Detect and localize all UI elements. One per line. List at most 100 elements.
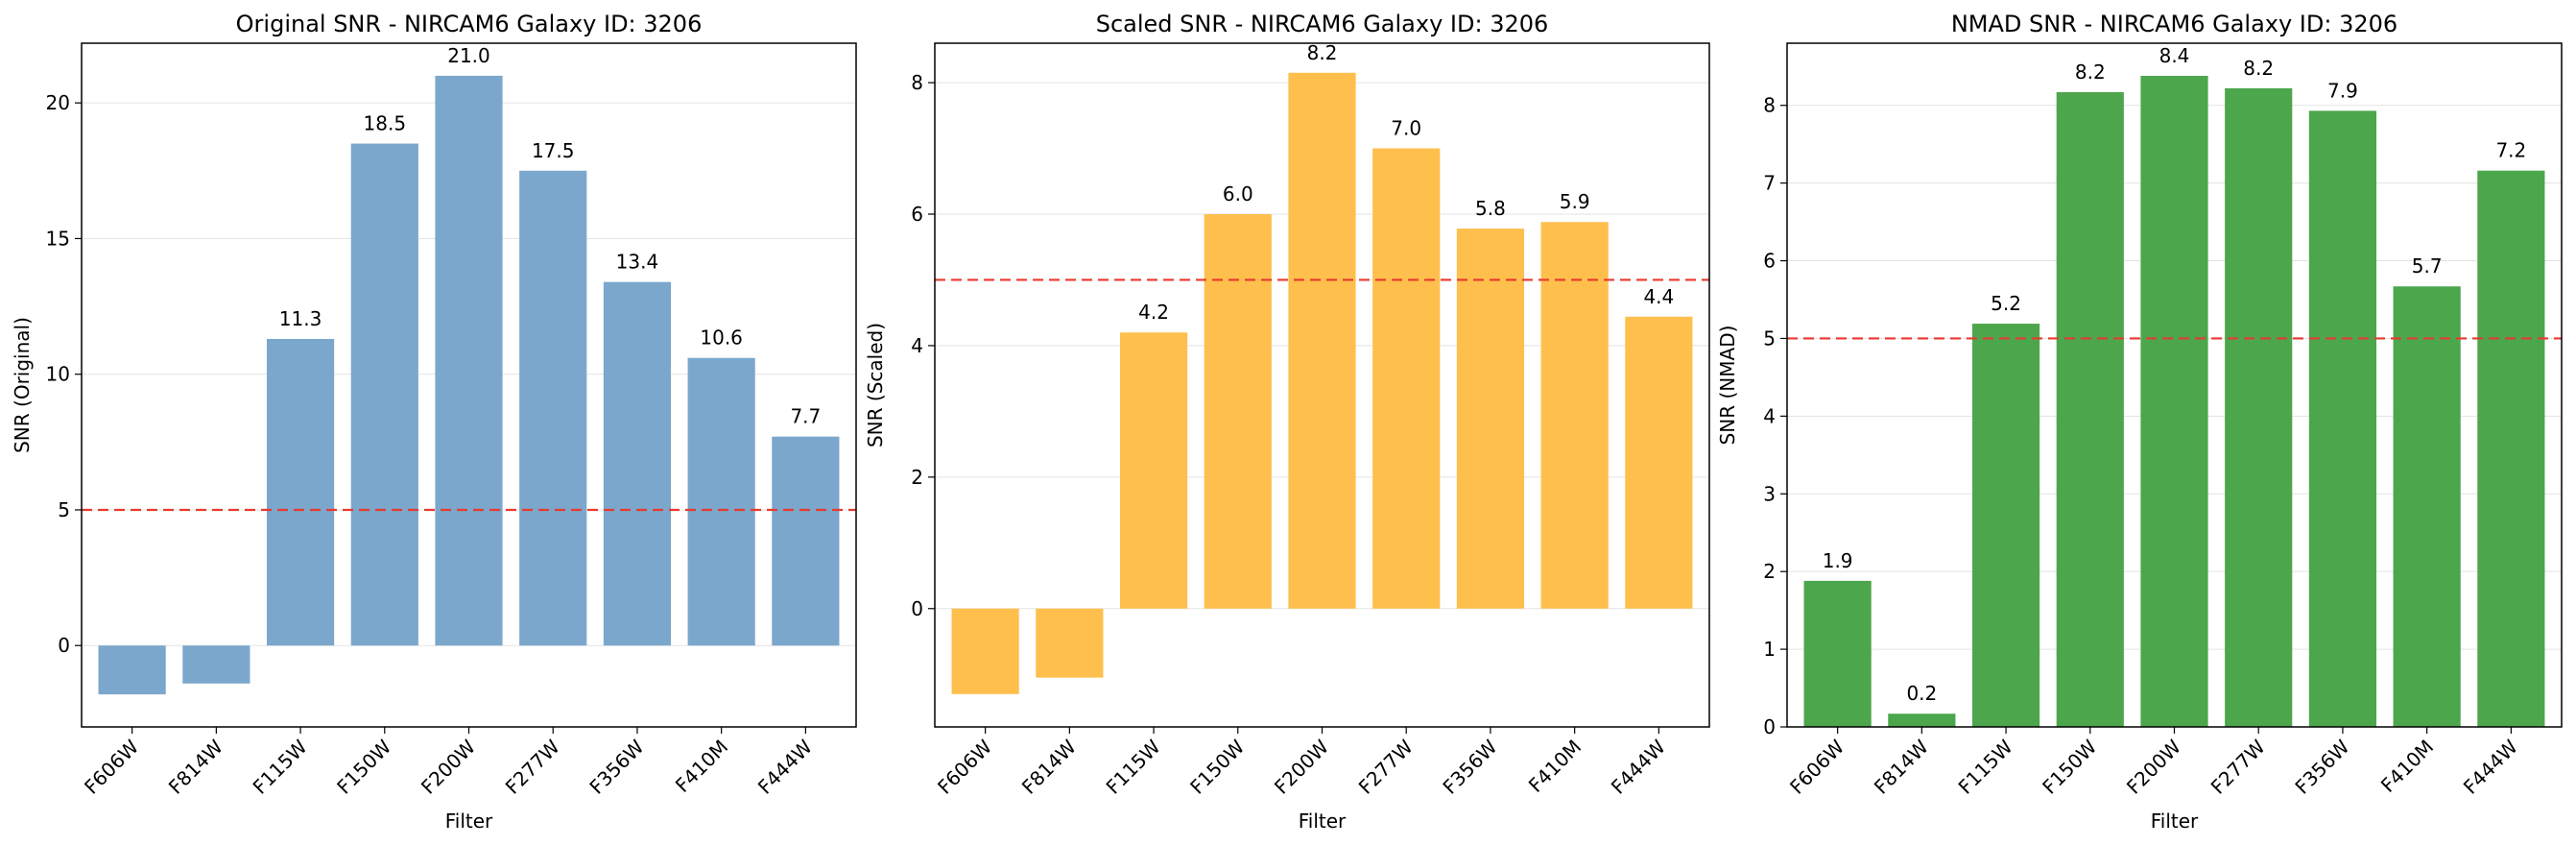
bar-f115w xyxy=(1971,324,2040,727)
y-tick-label: 8 xyxy=(911,71,923,94)
x-tick-label: F150W xyxy=(1185,735,1249,798)
bar-f150w xyxy=(1204,214,1272,609)
x-tick-label: F200W xyxy=(1270,735,1333,798)
y-tick-label: 7 xyxy=(1763,172,1776,195)
bar-f606w xyxy=(98,645,166,695)
chart-panel-1: 11.3 18.5 21.0 17.5 13.4 10.6 7.7 0 5 10 15 20 F606W… xyxy=(11,11,857,833)
x-tick-label: F277W xyxy=(2206,735,2270,798)
y-axis-label: SNR (Original) xyxy=(11,317,34,453)
y-tick-label: 3 xyxy=(1763,482,1776,505)
bar-f115w xyxy=(266,338,335,646)
chart-title: Original SNR - NIRCAM6 Galaxy ID: 3206 xyxy=(236,11,703,37)
bar-f606w xyxy=(951,608,1019,694)
chart-title: NMAD SNR - NIRCAM6 Galaxy ID: 3206 xyxy=(1951,11,2397,37)
bar-f277w xyxy=(1372,148,1441,609)
bar-f444w xyxy=(772,436,840,646)
bar-f444w xyxy=(2477,170,2545,727)
bar-f200w xyxy=(2140,75,2208,728)
bar-f115w xyxy=(1119,332,1188,609)
y-tick-label: 1 xyxy=(1763,638,1776,661)
bar-f410m xyxy=(1540,222,1609,609)
y-tick-label: 2 xyxy=(911,466,923,489)
data-label: 8.4 xyxy=(2159,44,2190,67)
bar-f606w xyxy=(1803,580,1872,727)
chart-panel-3: 1.9 0.2 5.2 8.2 8.4 8.2 7.9 5.7 7.2 0 1 2 3 4 5 6 7 8 F606… xyxy=(1716,11,2563,833)
x-tick-label: F814W xyxy=(1870,735,1933,798)
bar-f410m xyxy=(2393,286,2461,727)
bar-f814w xyxy=(1888,713,1956,727)
y-tick-label: 4 xyxy=(1763,404,1776,427)
x-axis-label: Filter xyxy=(1299,810,1347,833)
x-tick-label: F277W xyxy=(1354,735,1418,798)
bar-f410m xyxy=(687,357,755,646)
bar-f356w xyxy=(1456,229,1525,609)
data-label: 1.9 xyxy=(1823,549,1853,572)
y-tick-label: 4 xyxy=(911,334,923,357)
x-tick-label: F410M xyxy=(2376,736,2438,797)
y-tick-label: 20 xyxy=(46,91,70,114)
data-label: 0.2 xyxy=(1906,682,1937,705)
y-tick-label: 5 xyxy=(58,498,70,521)
x-tick-label: F814W xyxy=(164,735,227,798)
x-tick-label: F356W xyxy=(1438,735,1501,798)
y-axis-label: SNR (NMAD) xyxy=(1716,326,1739,446)
data-label: 7.9 xyxy=(2327,79,2358,102)
x-axis-label: Filter xyxy=(445,810,493,833)
bar-f356w xyxy=(603,281,672,646)
bar-f277w xyxy=(519,170,587,646)
x-tick-label: F150W xyxy=(332,735,395,798)
data-label: 5.2 xyxy=(1991,292,2021,315)
y-tick-label: 15 xyxy=(46,227,70,250)
data-label: 7.2 xyxy=(2495,139,2526,162)
data-label: 5.8 xyxy=(1475,197,1506,220)
y-tick-label: 6 xyxy=(1763,250,1776,273)
bar-f814w xyxy=(182,645,250,684)
x-tick-label: F814W xyxy=(1017,735,1081,798)
data-label: 21.0 xyxy=(447,44,490,67)
x-tick-label: F606W xyxy=(80,735,143,798)
data-label: 8.2 xyxy=(2075,60,2106,84)
y-tick-label: 6 xyxy=(911,203,923,226)
x-tick-label: F150W xyxy=(2038,735,2101,798)
x-tick-label: F115W xyxy=(249,735,312,798)
x-tick-label: F277W xyxy=(501,735,564,798)
bar-f277w xyxy=(2225,87,2293,728)
x-tick-label: F444W xyxy=(1607,735,1670,798)
x-tick-label: F356W xyxy=(2290,735,2353,798)
x-tick-label: F606W xyxy=(1785,735,1849,798)
data-label: 7.7 xyxy=(790,405,821,428)
data-label: 8.2 xyxy=(1307,41,1338,64)
data-label: 4.2 xyxy=(1138,301,1169,324)
x-tick-label: F410M xyxy=(1524,736,1586,797)
data-label: 10.6 xyxy=(700,326,743,350)
x-tick-label: F200W xyxy=(417,735,480,798)
x-tick-label: F444W xyxy=(2459,735,2522,798)
data-label: 5.9 xyxy=(1560,190,1590,213)
bar-f150w xyxy=(350,143,418,646)
data-label: 17.5 xyxy=(532,139,575,162)
data-label: 11.3 xyxy=(279,307,322,330)
data-label: 8.2 xyxy=(2243,57,2274,80)
y-tick-label: 0 xyxy=(1763,715,1776,738)
y-tick-label: 5 xyxy=(1763,326,1776,350)
y-tick-label: 2 xyxy=(1763,560,1776,583)
x-axis-label: Filter xyxy=(2151,810,2199,833)
chart-title: Scaled SNR - NIRCAM6 Galaxy ID: 3206 xyxy=(1096,11,1549,37)
y-tick-label: 10 xyxy=(46,363,70,386)
x-tick-label: F410M xyxy=(671,736,732,797)
x-tick-label: F606W xyxy=(933,735,996,798)
x-tick-label: F115W xyxy=(1102,735,1165,798)
data-label: 7.0 xyxy=(1391,117,1421,140)
chart-panel-2: 4.2 6.0 8.2 7.0 5.8 5.9 4.4 0 2 4 6 8 F606W F814W F115… xyxy=(864,11,1710,833)
y-tick-label: 0 xyxy=(911,597,923,620)
bar-f444w xyxy=(1625,316,1693,609)
data-label: 18.5 xyxy=(364,112,407,135)
bar-f200w xyxy=(1288,72,1356,609)
bar-f356w xyxy=(2308,110,2377,727)
y-tick-label: 8 xyxy=(1763,94,1776,117)
y-tick-label: 0 xyxy=(58,634,70,657)
x-tick-label: F356W xyxy=(584,735,648,798)
data-label: 4.4 xyxy=(1643,285,1674,308)
x-tick-label: F444W xyxy=(753,735,817,798)
